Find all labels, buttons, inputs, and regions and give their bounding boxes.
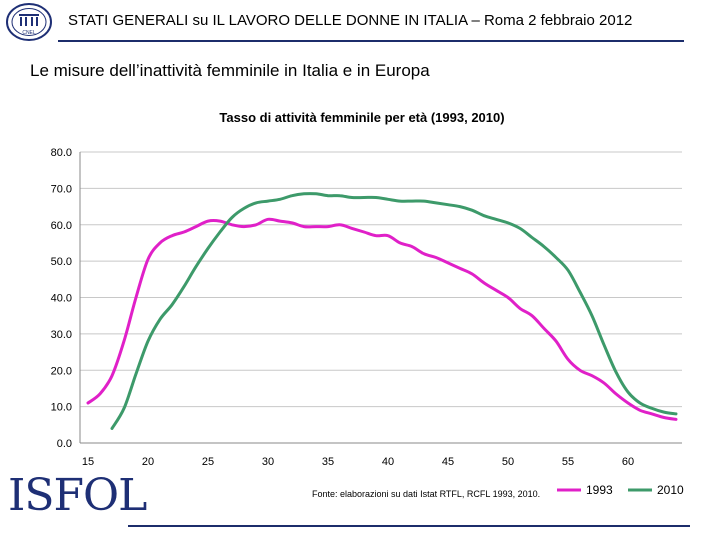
isfol-logo: ISFOL bbox=[8, 470, 147, 521]
legend-label-2010: 2010 bbox=[657, 483, 684, 497]
x-tick-label: 35 bbox=[322, 456, 334, 468]
header-title: STATI GENERALI su IL LAVORO DELLE DONNE … bbox=[68, 12, 633, 29]
y-tick-label: 20.0 bbox=[51, 365, 72, 377]
x-tick-label: 40 bbox=[382, 456, 394, 468]
x-tick-label: 20 bbox=[142, 456, 154, 468]
header-divider bbox=[58, 40, 684, 42]
page-subtitle: Le misure dell’inattività femminile in I… bbox=[30, 61, 430, 80]
chart-title: Tasso di attività femminile per età (199… bbox=[219, 110, 504, 125]
x-tick-label: 60 bbox=[622, 456, 634, 468]
y-tick-label: 80.0 bbox=[51, 147, 72, 159]
x-tick-label: 50 bbox=[502, 456, 514, 468]
chart-legend: 1993 2010 bbox=[557, 483, 684, 497]
y-tick-label: 70.0 bbox=[51, 183, 72, 195]
y-tick-label: 50.0 bbox=[51, 256, 72, 268]
series-line-1993 bbox=[86, 217, 678, 421]
x-tick-label: 25 bbox=[202, 456, 214, 468]
legend-label-1993: 1993 bbox=[586, 483, 613, 497]
y-tick-label: 30.0 bbox=[51, 329, 72, 341]
x-tick-label: 30 bbox=[262, 456, 274, 468]
y-tick-label: 60.0 bbox=[51, 220, 72, 232]
y-tick-label: 0.0 bbox=[57, 438, 72, 450]
cnel-logo-text: CNEL bbox=[22, 30, 36, 36]
y-tick-label: 40.0 bbox=[51, 293, 72, 305]
footer-divider bbox=[128, 525, 690, 527]
x-tick-label: 55 bbox=[562, 456, 574, 468]
chart-source-note: Fonte: elaborazioni su dati Istat RTFL, … bbox=[312, 489, 540, 499]
cnel-logo: CNEL bbox=[6, 3, 52, 41]
x-tick-label: 15 bbox=[82, 456, 94, 468]
y-tick-label: 10.0 bbox=[51, 402, 72, 414]
series-line-2010 bbox=[110, 192, 678, 430]
x-tick-label: 45 bbox=[442, 456, 454, 468]
